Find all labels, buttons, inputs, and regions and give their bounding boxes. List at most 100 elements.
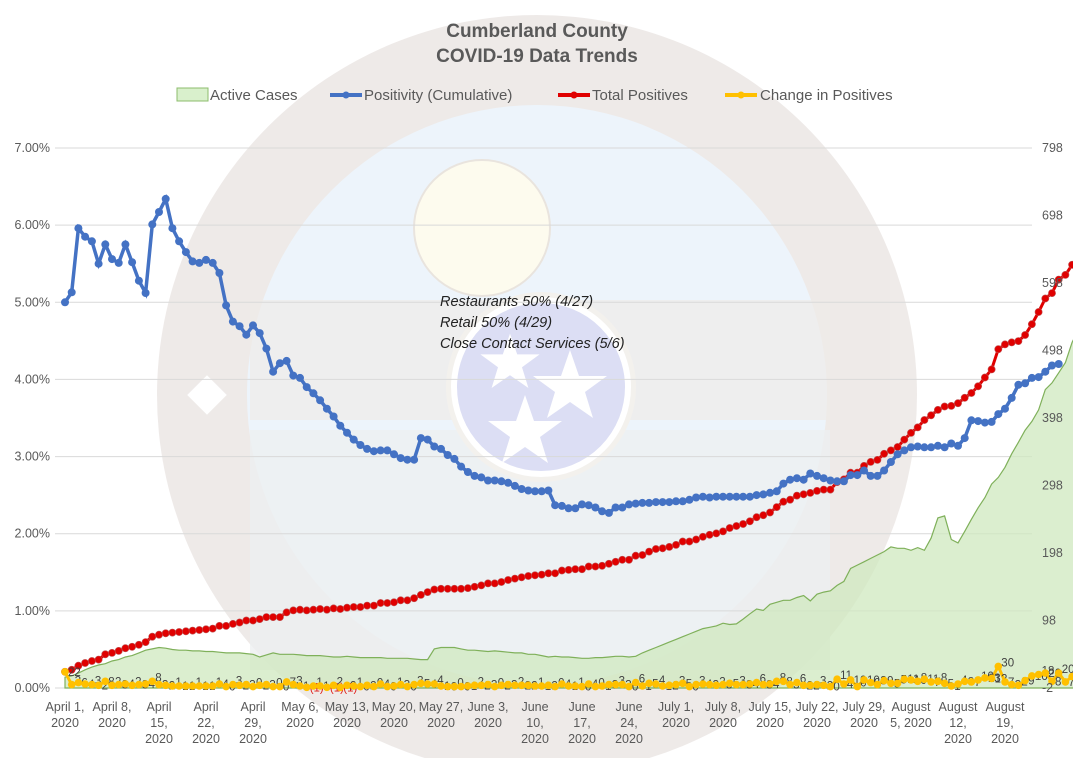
total-positives-point [960, 393, 969, 402]
positivity-point [531, 487, 539, 496]
positivity-point [866, 471, 875, 480]
change-in-positives-point [202, 682, 210, 690]
change-in-positives-point [645, 679, 653, 688]
total-positives-point [625, 555, 633, 564]
y-right-tick-label: 198 [1042, 546, 1063, 560]
positivity-point [571, 504, 580, 513]
positivity-point [813, 471, 821, 480]
change-in-positives-point [114, 680, 123, 689]
change-data-label: 2 [102, 680, 108, 692]
total-positives-point [202, 625, 210, 634]
total-positives-point [188, 626, 197, 635]
change-in-positives-point [255, 681, 264, 690]
change-in-positives-point [302, 683, 311, 692]
x-tick-label: July 22, 2020 [795, 700, 838, 730]
legend-label-active-cases: Active Cases [210, 87, 298, 104]
total-positives-point [269, 613, 277, 621]
change-in-positives-point [1007, 680, 1016, 689]
total-positives-point [873, 455, 882, 464]
change-in-positives-point [987, 674, 996, 683]
positivity-point [1027, 373, 1036, 382]
change-in-positives-point [880, 676, 888, 685]
total-positives-point [705, 530, 714, 539]
total-positives-point [262, 613, 271, 621]
y-left-tick-label: 7.00% [15, 141, 50, 155]
x-tick-label: May 6, 2020 [281, 700, 319, 730]
change-in-positives-point [161, 681, 170, 690]
total-positives-point [1048, 289, 1056, 297]
positivity-point [343, 428, 351, 437]
total-positives-point [282, 608, 291, 617]
x-tick-label: August 12, 2020 [939, 700, 978, 746]
change-in-positives-point [235, 681, 244, 690]
total-positives-point [329, 604, 338, 613]
positivity-point [181, 248, 190, 257]
positivity-point [108, 255, 116, 264]
positivity-point [833, 477, 842, 486]
x-tick-label: June 3, 2020 [467, 700, 508, 730]
x-tick-label: July 29, 2020 [842, 700, 885, 730]
change-in-positives-point [269, 682, 277, 691]
change-in-positives-point [477, 681, 486, 690]
positivity-point [477, 473, 486, 482]
positivity-point [208, 258, 217, 267]
change-in-positives-point [289, 680, 298, 689]
legend-item-change-in-positives[interactable]: Change in Positives [725, 87, 893, 104]
change-in-positives-point [806, 681, 815, 690]
total-positives-point [712, 529, 721, 538]
legend-item-total-positives[interactable]: Total Positives [558, 87, 688, 104]
change-data-label: 6 [760, 674, 766, 686]
change-in-positives-point [457, 682, 465, 691]
positivity-point [1048, 361, 1056, 370]
positivity-point [1034, 373, 1043, 382]
change-data-label: 8 [941, 672, 947, 684]
positivity-point [692, 493, 701, 502]
change-in-positives-point [450, 682, 459, 691]
x-tick-label: August 5, 2020 [890, 700, 932, 730]
change-in-positives-point [813, 680, 821, 689]
change-in-positives-point [410, 680, 418, 689]
y-right-tick-label: 298 [1042, 479, 1063, 493]
positivity-point [1014, 380, 1023, 389]
positivity-point [860, 466, 868, 475]
positivity-point [235, 322, 244, 331]
change-in-positives-point [826, 682, 835, 691]
positivity-point [645, 498, 654, 507]
change-in-positives-point [1068, 672, 1073, 681]
positivity-point [510, 481, 519, 490]
positivity-point [537, 487, 546, 496]
change-in-positives-point [81, 680, 89, 688]
legend-item-positivity[interactable]: Positivity (Cumulative) [330, 87, 512, 104]
total-positives-point [443, 584, 452, 593]
positivity-point [900, 446, 909, 455]
change-in-positives-point [732, 680, 741, 689]
change-in-positives-point [605, 680, 613, 689]
total-positives-point [537, 570, 546, 579]
total-positives-point [517, 573, 526, 582]
total-positives-point [786, 495, 794, 504]
legend-item-active-cases[interactable]: Active Cases [176, 87, 298, 104]
change-in-positives-point [242, 680, 251, 689]
total-positives-point [645, 547, 653, 556]
change-in-positives-point [175, 682, 183, 690]
change-data-label: 6 [800, 674, 806, 686]
change-in-positives-point [67, 680, 76, 689]
change-in-positives-point [215, 680, 224, 688]
positivity-point [1021, 379, 1030, 388]
total-positives-point [766, 508, 774, 517]
total-positives-point [316, 605, 324, 613]
positivity-point [376, 446, 385, 455]
change-in-positives-point [1034, 670, 1043, 679]
total-positives-swatch-marker [570, 91, 578, 99]
total-positives-point [430, 585, 439, 594]
change-in-positives-point [349, 682, 358, 690]
positivity-point [658, 498, 667, 507]
positivity-point [598, 507, 607, 516]
reopening-annotation: Restaurants 50% (4/27) Retail 50% (4/29)… [440, 294, 625, 352]
total-positives-point [249, 616, 257, 625]
total-positives-point [175, 628, 183, 636]
change-data-label: 2 [337, 676, 343, 688]
change-in-positives-point [746, 680, 754, 688]
y-left-tick-label: 3.00% [15, 450, 50, 464]
